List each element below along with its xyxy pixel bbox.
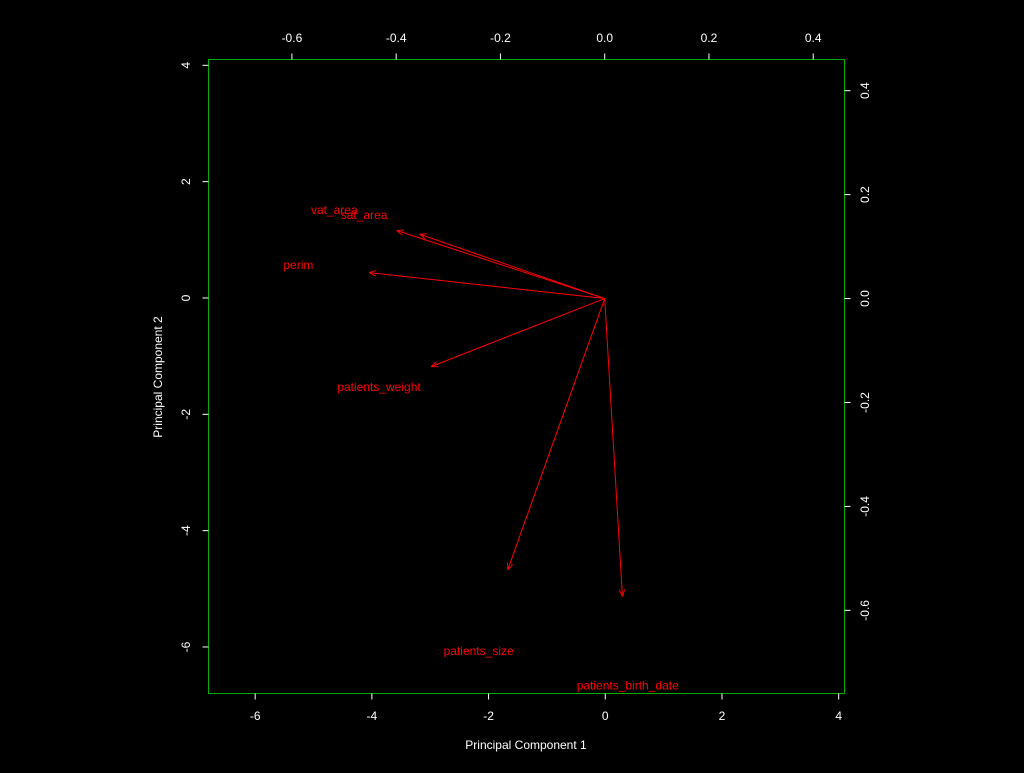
right-tick-label: 0.2 [858, 186, 872, 203]
right-tick-label: -0.2 [858, 392, 872, 413]
x-tick-label: -6 [250, 709, 261, 723]
top-tick-label: -0.6 [282, 31, 303, 45]
loading-arrow [508, 298, 606, 570]
loading-label: patients_birth_date [577, 679, 679, 693]
loading-label: vat_area [311, 203, 358, 217]
y-tick-label: -6 [179, 641, 193, 652]
top-tick-label: 0.0 [596, 31, 613, 45]
top-tick-label: -0.4 [386, 31, 407, 45]
right-tick-label: 0.0 [858, 290, 872, 307]
y-tick-label: 4 [179, 62, 193, 69]
x-tick-label: 0 [602, 709, 609, 723]
x-tick-label: -4 [367, 709, 378, 723]
y-tick-label: 0 [179, 294, 193, 301]
loading-label: sat_area [341, 208, 388, 222]
loading-arrow [397, 230, 605, 300]
x-tick-label: -2 [483, 709, 494, 723]
loading-label: patients_weight [337, 380, 421, 394]
right-tick-label: 0.4 [858, 82, 872, 99]
right-tick-label: -0.4 [858, 496, 872, 517]
loading-arrow [420, 234, 605, 300]
x-axis-title: Principal Component 1 [465, 738, 587, 752]
loading-arrow [604, 298, 623, 597]
top-tick-label: 0.2 [701, 31, 718, 45]
x-tick-label: 2 [719, 709, 726, 723]
y-tick-label: -2 [179, 409, 193, 420]
loading-arrow [369, 273, 605, 300]
right-tick-label: -0.6 [858, 600, 872, 621]
loading-label: patients_size [444, 644, 514, 658]
loading-label: perim [283, 258, 313, 272]
top-tick-label: 0.4 [805, 31, 822, 45]
x-tick-label: 4 [835, 709, 842, 723]
plot-box [208, 59, 845, 694]
y-axis-title: Principal Component 2 [151, 316, 165, 438]
y-tick-label: 2 [179, 178, 193, 185]
y-tick-label: -4 [179, 525, 193, 536]
top-tick-label: -0.2 [490, 31, 511, 45]
loading-arrow [431, 298, 605, 367]
